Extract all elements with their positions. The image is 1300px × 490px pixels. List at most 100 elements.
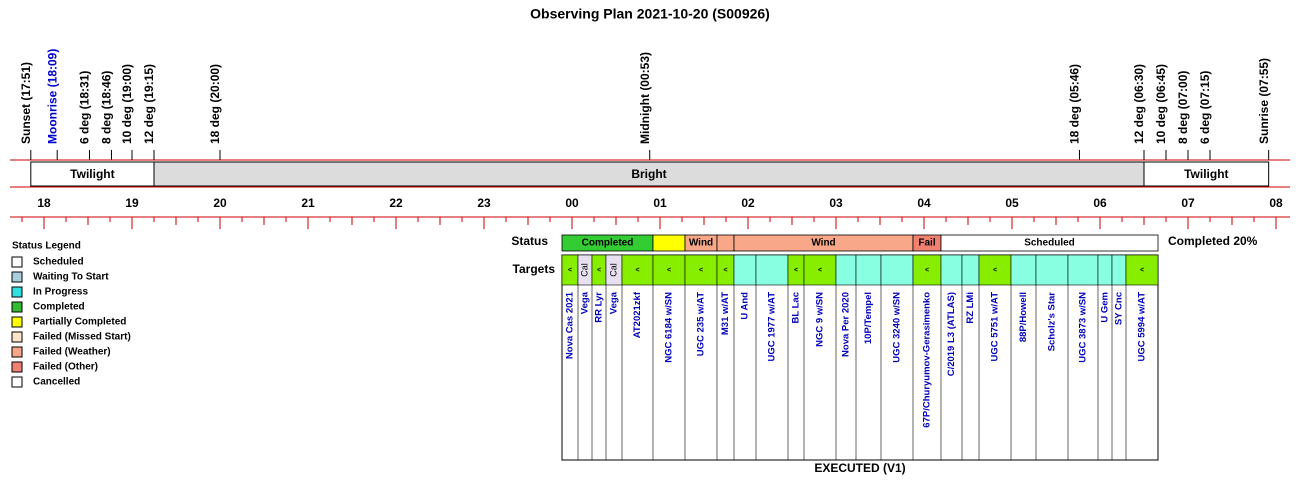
status-segment — [940, 234, 1159, 252]
target-name: Vega — [609, 291, 620, 314]
target-mark: < — [699, 267, 703, 274]
target-cell — [1097, 254, 1113, 286]
target-cell — [652, 254, 686, 286]
legend-label: Waiting To Start — [33, 272, 109, 283]
legend-swatch — [11, 346, 23, 358]
event-label: 18 deg (20:00) — [208, 64, 222, 144]
target-cell — [1010, 254, 1037, 286]
target-name: 10P/Tempel — [863, 292, 874, 344]
status-text: Fail — [918, 238, 935, 249]
target-mark: < — [993, 267, 997, 274]
hour-label: 06 — [1093, 196, 1107, 210]
hour-label: 22 — [389, 196, 403, 210]
target-mark: < — [818, 267, 822, 274]
legend-swatch — [11, 331, 23, 343]
target-cell — [1035, 254, 1069, 286]
hour-label: 03 — [829, 196, 843, 210]
target-name: RZ LMi — [965, 292, 976, 324]
target-mark: < — [667, 267, 671, 274]
target-mark: Cal — [608, 263, 618, 277]
target-mark: < — [925, 267, 929, 274]
event-label: 8 deg (18:46) — [100, 71, 114, 144]
target-cell — [880, 254, 914, 286]
target-name: M31 w/AT — [720, 292, 731, 335]
status-segment — [652, 234, 686, 252]
target-name: NGC 9 w/SN — [815, 292, 826, 347]
target-name: UGC 3240 w/SN — [892, 292, 903, 363]
target-name: BL Lac — [791, 292, 802, 324]
target-cell — [940, 254, 963, 286]
target-mark: < — [597, 267, 601, 274]
legend-swatch — [11, 286, 23, 298]
legend-swatch — [11, 316, 23, 328]
target-cell — [912, 254, 942, 286]
status-text: Completed — [582, 238, 634, 249]
legend-label: Failed (Missed Start) — [33, 332, 131, 343]
legend-swatch — [11, 376, 23, 388]
target-name: Nova Cas 2021 — [565, 291, 576, 359]
target-name: Vega — [580, 291, 591, 314]
legend-label: Cancelled — [33, 377, 80, 388]
event-label: Sunrise (07:55) — [1257, 58, 1271, 144]
status-text: Scheduled — [1024, 238, 1075, 249]
hour-label: 01 — [653, 196, 667, 210]
footer: EXECUTED (V1) — [814, 461, 905, 475]
hour-label: 02 — [741, 196, 755, 210]
hour-label: 18 — [37, 196, 51, 210]
event-label: 10 deg (06:45) — [1154, 64, 1168, 144]
targets-label: Targets — [513, 262, 556, 276]
legend-label: Failed (Other) — [33, 362, 98, 373]
legend-swatch — [11, 301, 23, 313]
target-frame — [561, 254, 1159, 461]
target-cell — [733, 254, 757, 286]
status-label: Status — [511, 234, 548, 248]
hour-label: 19 — [125, 196, 139, 210]
event-label: Moonrise (18:09) — [45, 49, 59, 144]
event-label: 8 deg (07:00) — [1176, 71, 1190, 144]
target-name: SY Cnc — [1114, 292, 1125, 325]
band — [1143, 161, 1270, 187]
status-text: Wind — [689, 238, 713, 249]
event-label: 12 deg (06:30) — [1132, 64, 1146, 144]
target-mark: < — [568, 267, 572, 274]
band-label: Twilight — [1184, 167, 1228, 181]
target-name: C/2019 L3 (ATLAS) — [946, 292, 957, 376]
event-label: 18 deg (05:46) — [1068, 64, 1082, 144]
band-label: Bright — [631, 167, 666, 181]
band — [30, 161, 155, 187]
legend-label: Failed (Weather) — [33, 347, 111, 358]
legend-title: Status Legend — [12, 241, 81, 252]
legend-swatch — [11, 361, 23, 373]
target-name: AT2021zkf — [632, 291, 643, 338]
hour-label: 04 — [917, 196, 931, 210]
target-name: NGC 6184 w/SN — [664, 292, 675, 363]
hour-label: 07 — [1181, 196, 1195, 210]
target-name: Scholz's Star — [1047, 292, 1058, 352]
event-label: 6 deg (07:15) — [1198, 71, 1212, 144]
hour-label: 05 — [1005, 196, 1019, 210]
target-name: UGC 5751 w/AT — [990, 292, 1001, 362]
target-name: Nova Per 2020 — [841, 292, 852, 357]
legend-label: Completed — [33, 302, 85, 313]
target-name: 67P/Churyumov-Gerasimenko — [922, 292, 933, 428]
summary: Completed 20% — [1168, 234, 1258, 248]
hour-label: 20 — [213, 196, 227, 210]
target-cell — [961, 254, 980, 286]
target-cell — [1125, 254, 1159, 286]
target-name: UGC 3873 w/SN — [1078, 292, 1089, 363]
target-cell — [855, 254, 882, 286]
target-mark: < — [794, 267, 798, 274]
target-cell — [1067, 254, 1099, 286]
target-name: 88P/Howell — [1018, 292, 1029, 342]
target-cell — [684, 254, 718, 286]
target-cell — [978, 254, 1012, 286]
target-name: U Gem — [1100, 292, 1111, 323]
target-name: UGC 235 w/AT — [696, 292, 707, 356]
status-text: Wind — [811, 238, 835, 249]
legend-swatch — [11, 271, 23, 283]
hour-label: 21 — [301, 196, 315, 210]
target-mark: < — [1140, 267, 1144, 274]
target-mark: < — [635, 267, 639, 274]
event-label: Midnight (00:53) — [638, 52, 652, 144]
